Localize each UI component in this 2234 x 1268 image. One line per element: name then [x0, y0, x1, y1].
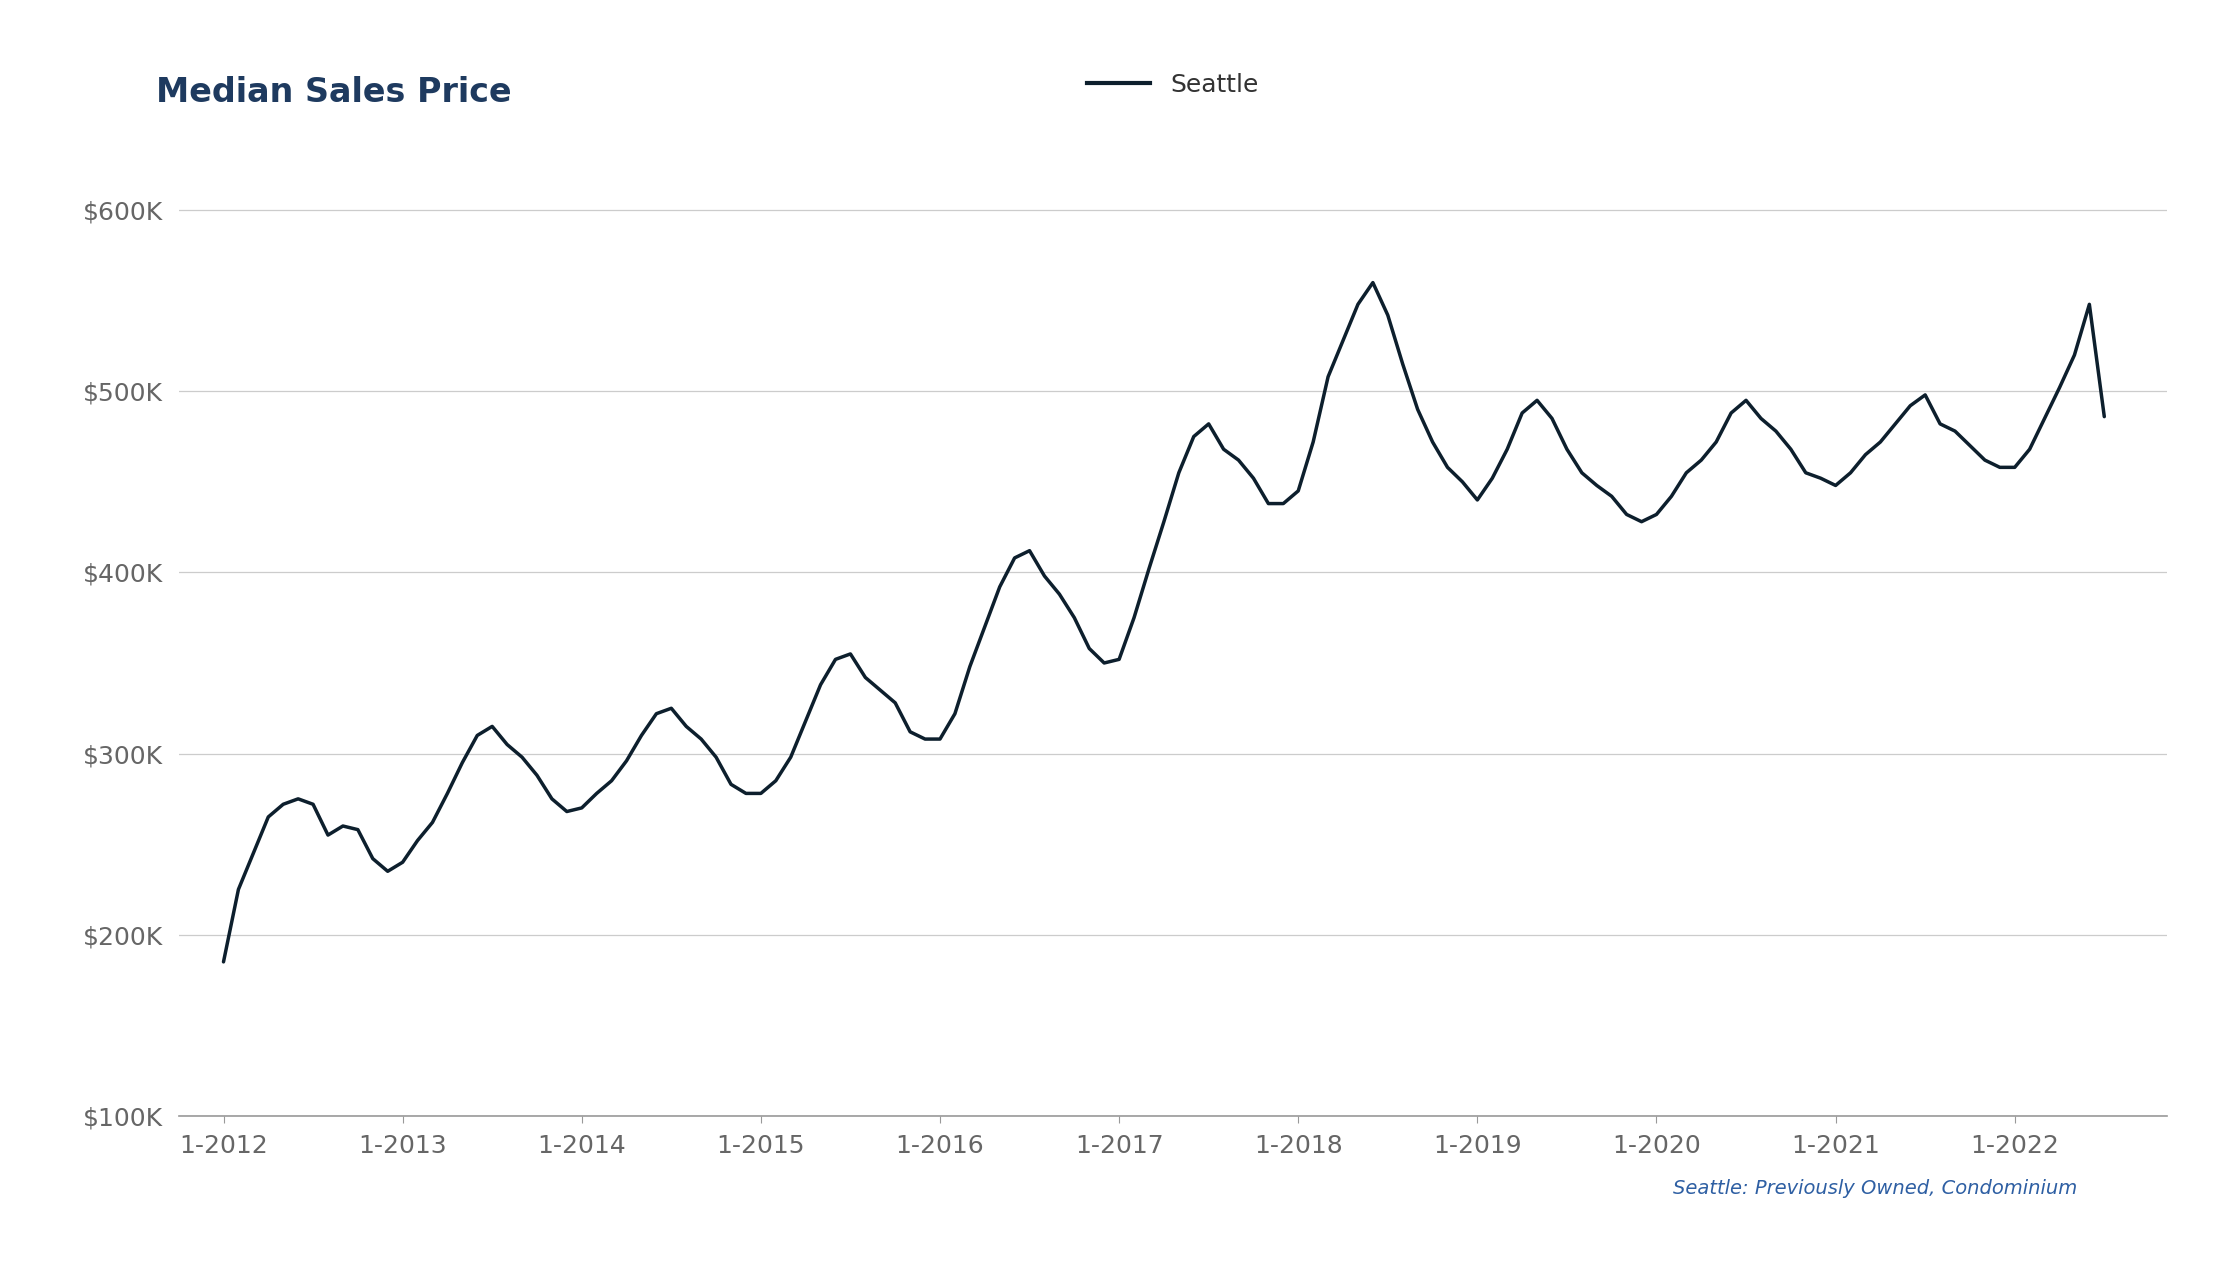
Legend: Seattle: Seattle [1077, 63, 1269, 108]
Text: Median Sales Price: Median Sales Price [156, 76, 512, 109]
Text: Seattle: Previously Owned, Condominium: Seattle: Previously Owned, Condominium [1673, 1179, 2078, 1198]
